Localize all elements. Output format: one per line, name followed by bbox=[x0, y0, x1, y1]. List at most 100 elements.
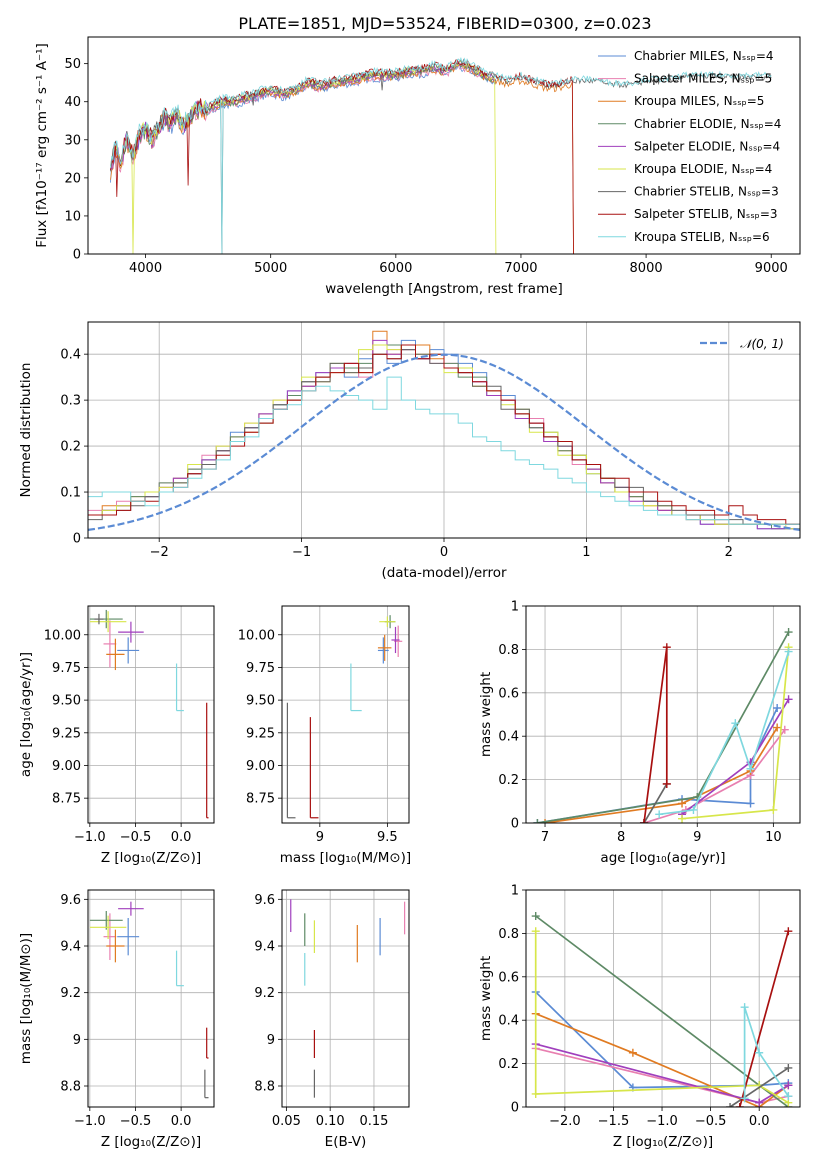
x-tick-label: 0.10 bbox=[316, 1114, 345, 1129]
y-tick-label: 1 bbox=[511, 600, 519, 615]
axes-frame bbox=[281, 889, 410, 1108]
y-tick-label: 9.2 bbox=[60, 986, 81, 1001]
spectrum-line bbox=[110, 60, 497, 171]
panel-age_vs_Z: −1.0 −0.5 0.0 8.75 9.00 9.25 9.50 9.75 10.00 Z [l… bbox=[18, 605, 215, 866]
x-tick-label: 9 bbox=[316, 830, 324, 845]
y-tick-label: 9.75 bbox=[246, 661, 275, 676]
x-axis-label: Z [log₁₀(Z/Z⊙)] bbox=[101, 850, 201, 866]
y-tick-label: 0.4 bbox=[498, 730, 519, 745]
y-tick-label: 0 bbox=[73, 532, 81, 547]
data-marker bbox=[784, 628, 793, 637]
y-axis-label: mass [log₁₀(M/M⊙)] bbox=[18, 933, 34, 1064]
y-tick-label: 50 bbox=[64, 57, 81, 72]
y-tick-label: 0 bbox=[511, 1101, 519, 1116]
legend-label: Kroupa ELODIE, Nₛₛₚ=4 bbox=[634, 162, 772, 176]
x-axis-label: E(B-V) bbox=[325, 1134, 367, 1150]
x-tick-label: −0.5 bbox=[120, 830, 152, 845]
x-tick-label: −2.0 bbox=[549, 1114, 581, 1129]
y-tick-label: 9 bbox=[267, 1033, 275, 1048]
y-tick-label: 9.4 bbox=[60, 940, 81, 955]
plot-area bbox=[88, 330, 800, 531]
data-marker bbox=[746, 764, 755, 773]
x-tick-label: 9 bbox=[693, 830, 701, 845]
data-marker bbox=[780, 725, 789, 734]
plot-area bbox=[286, 615, 403, 819]
y-tick-label: 20 bbox=[64, 171, 81, 186]
x-tick-label: 8000 bbox=[630, 261, 663, 276]
x-tick-label: 0.05 bbox=[272, 1114, 301, 1129]
legend-label: Kroupa STELIB, Nₛₛₚ=6 bbox=[634, 230, 770, 244]
weight-line bbox=[643, 729, 786, 823]
legend-label: Chabrier ELODIE, Nₛₛₚ=4 bbox=[634, 117, 781, 131]
y-tick-label: 0.2 bbox=[498, 1057, 519, 1072]
data-marker bbox=[533, 819, 542, 823]
data-marker bbox=[769, 805, 778, 814]
y-tick-label: 30 bbox=[64, 133, 81, 148]
data-marker bbox=[735, 1103, 744, 1107]
y-tick-label: 9.4 bbox=[254, 940, 275, 955]
weight-line bbox=[738, 930, 790, 1107]
data-marker bbox=[784, 1063, 793, 1072]
data-marker bbox=[740, 1094, 749, 1103]
data-marker bbox=[531, 912, 540, 921]
panel-age_vs_mass: 9 9.5 8.75 9.00 9.25 9.50 9.75 10.00 mass [log₁₀… bbox=[238, 605, 411, 866]
y-tick-label: 0.2 bbox=[60, 440, 81, 455]
x-tick-label: −1 bbox=[292, 545, 311, 560]
legend: 𝒩(0, 1) bbox=[700, 337, 784, 351]
y-tick-label: 8.75 bbox=[246, 792, 275, 807]
x-tick-label: 0.0 bbox=[749, 1114, 770, 1129]
data-marker bbox=[628, 1048, 637, 1057]
y-tick-label: 9.25 bbox=[52, 726, 81, 741]
axes-frame bbox=[281, 605, 410, 824]
x-tick-label: 10 bbox=[765, 830, 782, 845]
data-marker bbox=[662, 779, 671, 788]
x-tick-label: 8 bbox=[617, 830, 625, 845]
x-tick-label: −2 bbox=[150, 545, 169, 560]
x-axis-label: wavelength [Angstrom, rest frame] bbox=[325, 281, 563, 297]
data-marker bbox=[678, 814, 687, 823]
axes-frame bbox=[87, 605, 215, 824]
data-marker bbox=[784, 927, 793, 936]
y-tick-label: 9 bbox=[73, 1033, 81, 1048]
axes-frame bbox=[525, 889, 801, 1108]
y-tick-label: 9.00 bbox=[246, 759, 275, 774]
figure-title: PLATE=1851, MJD=53524, FIBERID=0300, z=0… bbox=[238, 14, 651, 33]
y-tick-label: 0.3 bbox=[60, 394, 81, 409]
x-tick-label: 0.15 bbox=[359, 1114, 388, 1129]
x-tick-label: 0.0 bbox=[171, 1114, 192, 1129]
x-tick-label: 0 bbox=[440, 545, 448, 560]
y-tick-label: 9.00 bbox=[52, 759, 81, 774]
legend-label: Chabrier MILES, Nₛₛₚ=4 bbox=[634, 49, 774, 63]
x-tick-label: 7 bbox=[541, 830, 549, 845]
plot-area bbox=[110, 57, 772, 254]
x-tick-label: 0.0 bbox=[171, 830, 192, 845]
data-marker bbox=[731, 719, 740, 728]
y-tick-label: 9.6 bbox=[254, 893, 275, 908]
y-axis-label: mass weight bbox=[478, 672, 494, 757]
axes-frame bbox=[87, 36, 801, 255]
x-tick-label: 5000 bbox=[254, 261, 287, 276]
plot-area bbox=[531, 912, 793, 1107]
x-tick-label: 7000 bbox=[504, 261, 537, 276]
y-tick-label: 9.50 bbox=[246, 694, 275, 709]
data-marker bbox=[655, 810, 664, 819]
y-tick-label: 9.25 bbox=[246, 726, 275, 741]
y-tick-label: 0.1 bbox=[60, 486, 81, 501]
data-marker bbox=[678, 799, 687, 808]
data-marker bbox=[784, 695, 793, 704]
legend: Chabrier MILES, Nₛₛₚ=4 Salpeter MILES, Nₛ… bbox=[598, 49, 781, 244]
legend-label: Kroupa MILES, Nₛₛₚ=5 bbox=[634, 94, 764, 108]
x-axis-label: Z [log₁₀(Z/Z⊙)] bbox=[613, 1134, 713, 1150]
data-marker bbox=[531, 1089, 540, 1098]
y-tick-label: 0.6 bbox=[498, 970, 519, 985]
legend-label: Chabrier STELIB, Nₛₛₚ=3 bbox=[634, 185, 779, 199]
data-marker bbox=[755, 1048, 764, 1057]
weight-line bbox=[729, 1067, 789, 1107]
y-tick-label: 0.4 bbox=[60, 348, 81, 363]
y-tick-label: 10.00 bbox=[238, 628, 275, 643]
x-tick-label: 9.5 bbox=[377, 830, 398, 845]
plot-area bbox=[533, 628, 793, 823]
panel-spectrum: 4000 5000 6000 7000 8000 9000 0 10 20 30 40 50 wavel… bbox=[34, 36, 801, 297]
plot-area bbox=[89, 609, 209, 819]
